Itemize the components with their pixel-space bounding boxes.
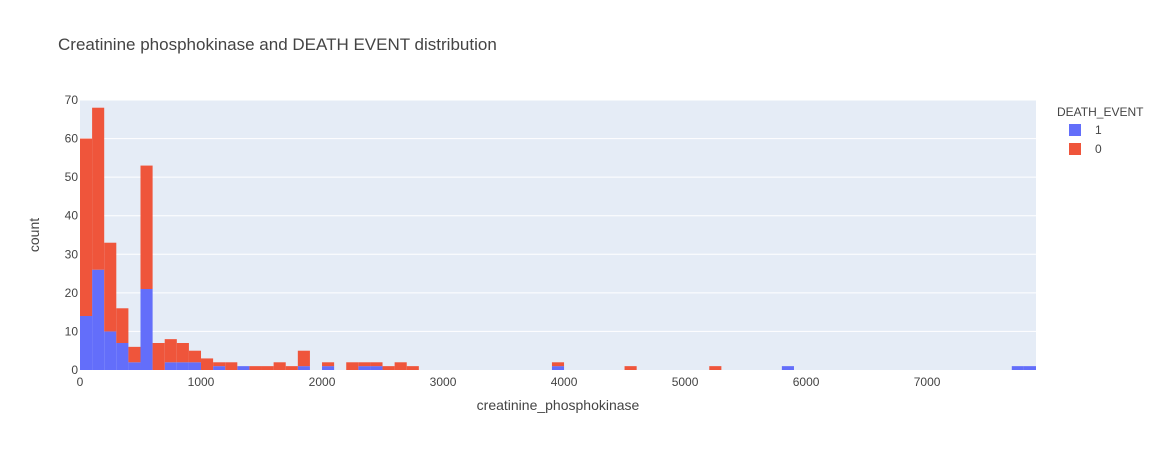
bar-death-event-1[interactable]	[164, 362, 177, 370]
legend-swatch	[1069, 124, 1081, 136]
bar-death-event-1[interactable]	[1023, 366, 1036, 370]
bar-death-event-1[interactable]	[1011, 366, 1024, 370]
bar-death-event-1[interactable]	[551, 366, 565, 370]
y-tick-label: 70	[65, 93, 79, 107]
bar-death-event-0[interactable]	[213, 362, 226, 367]
x-tick-label: 4000	[551, 375, 578, 389]
y-tick-label: 0	[71, 363, 78, 377]
legend-label: 1	[1095, 123, 1102, 137]
bar-death-event-1[interactable]	[213, 366, 226, 370]
bar-death-event-1[interactable]	[237, 366, 250, 370]
bar-death-event-0[interactable]	[285, 366, 298, 370]
bar-death-event-0[interactable]	[140, 165, 153, 289]
bar-death-event-0[interactable]	[551, 362, 565, 367]
bar-death-event-0[interactable]	[176, 343, 189, 363]
legend-item-0[interactable]: 0	[1069, 142, 1102, 156]
bar-death-event-1[interactable]	[322, 366, 335, 370]
y-tick-label: 60	[65, 132, 79, 146]
bar-death-event-0[interactable]	[225, 362, 238, 370]
y-tick-label: 10	[65, 324, 79, 338]
bar-death-event-0[interactable]	[394, 362, 407, 370]
legend-swatch	[1069, 143, 1081, 155]
bar-death-event-1[interactable]	[297, 366, 310, 370]
bar-death-event-0[interactable]	[709, 366, 722, 370]
bars	[80, 107, 1036, 370]
bar-death-event-0[interactable]	[370, 362, 383, 367]
x-tick-label: 3000	[430, 375, 457, 389]
y-tick-label: 20	[65, 286, 79, 300]
chart-title: Creatinine phosphokinase and DEATH EVENT…	[58, 35, 497, 54]
bar-death-event-0[interactable]	[406, 366, 419, 370]
legend-title: DEATH_EVENT	[1057, 105, 1144, 119]
bar-death-event-1[interactable]	[140, 289, 153, 370]
legend[interactable]: DEATH_EVENT 1 0	[1057, 105, 1144, 156]
bar-death-event-1[interactable]	[781, 366, 794, 370]
bar-death-event-0[interactable]	[346, 362, 359, 370]
legend-item-1[interactable]: 1	[1069, 123, 1102, 137]
x-tick-label: 5000	[672, 375, 699, 389]
bar-death-event-0[interactable]	[249, 366, 262, 370]
bar-death-event-0[interactable]	[164, 339, 177, 363]
bar-death-event-0[interactable]	[116, 308, 129, 343]
x-tick-label: 6000	[793, 375, 820, 389]
bar-death-event-0[interactable]	[382, 366, 395, 370]
bar-death-event-1[interactable]	[176, 362, 189, 370]
bar-death-event-0[interactable]	[297, 350, 310, 367]
bar-death-event-1[interactable]	[80, 316, 93, 370]
y-tick-label: 40	[65, 209, 79, 223]
bar-death-event-1[interactable]	[128, 362, 141, 370]
plot-background	[80, 100, 1036, 370]
y-axis-title: count	[26, 218, 42, 252]
x-tick-label: 1000	[188, 375, 215, 389]
bar-death-event-0[interactable]	[104, 242, 117, 332]
x-axis-title: creatinine_phosphokinase	[477, 397, 640, 413]
bar-death-event-1[interactable]	[358, 366, 371, 370]
bar-death-event-1[interactable]	[370, 366, 383, 370]
bar-death-event-0[interactable]	[128, 346, 141, 363]
gridlines	[80, 99, 1036, 332]
bar-death-event-0[interactable]	[92, 107, 105, 270]
bar-death-event-0[interactable]	[624, 366, 637, 370]
bar-death-event-0[interactable]	[261, 366, 274, 370]
bar-death-event-1[interactable]	[188, 362, 202, 370]
bar-death-event-0[interactable]	[188, 350, 202, 363]
x-tick-labels: 0 1000 2000 3000 4000 5000 6000 7000	[77, 375, 941, 389]
y-tick-labels: 0 10 20 30 40 50 60 70	[65, 93, 79, 377]
bar-death-event-0[interactable]	[358, 362, 371, 367]
y-tick-label: 50	[65, 170, 79, 184]
bar-death-event-0[interactable]	[80, 138, 93, 316]
x-tick-label: 0	[77, 375, 84, 389]
bar-death-event-0[interactable]	[322, 362, 335, 367]
bar-death-event-0[interactable]	[273, 362, 286, 370]
y-tick-label: 30	[65, 247, 79, 261]
bar-death-event-1[interactable]	[104, 331, 117, 370]
x-tick-label: 7000	[914, 375, 941, 389]
bar-death-event-0[interactable]	[152, 343, 165, 370]
bar-death-event-1[interactable]	[116, 343, 129, 370]
legend-label: 0	[1095, 142, 1102, 156]
bar-death-event-1[interactable]	[92, 269, 105, 370]
x-tick-label: 2000	[309, 375, 336, 389]
bar-death-event-0[interactable]	[201, 358, 214, 370]
